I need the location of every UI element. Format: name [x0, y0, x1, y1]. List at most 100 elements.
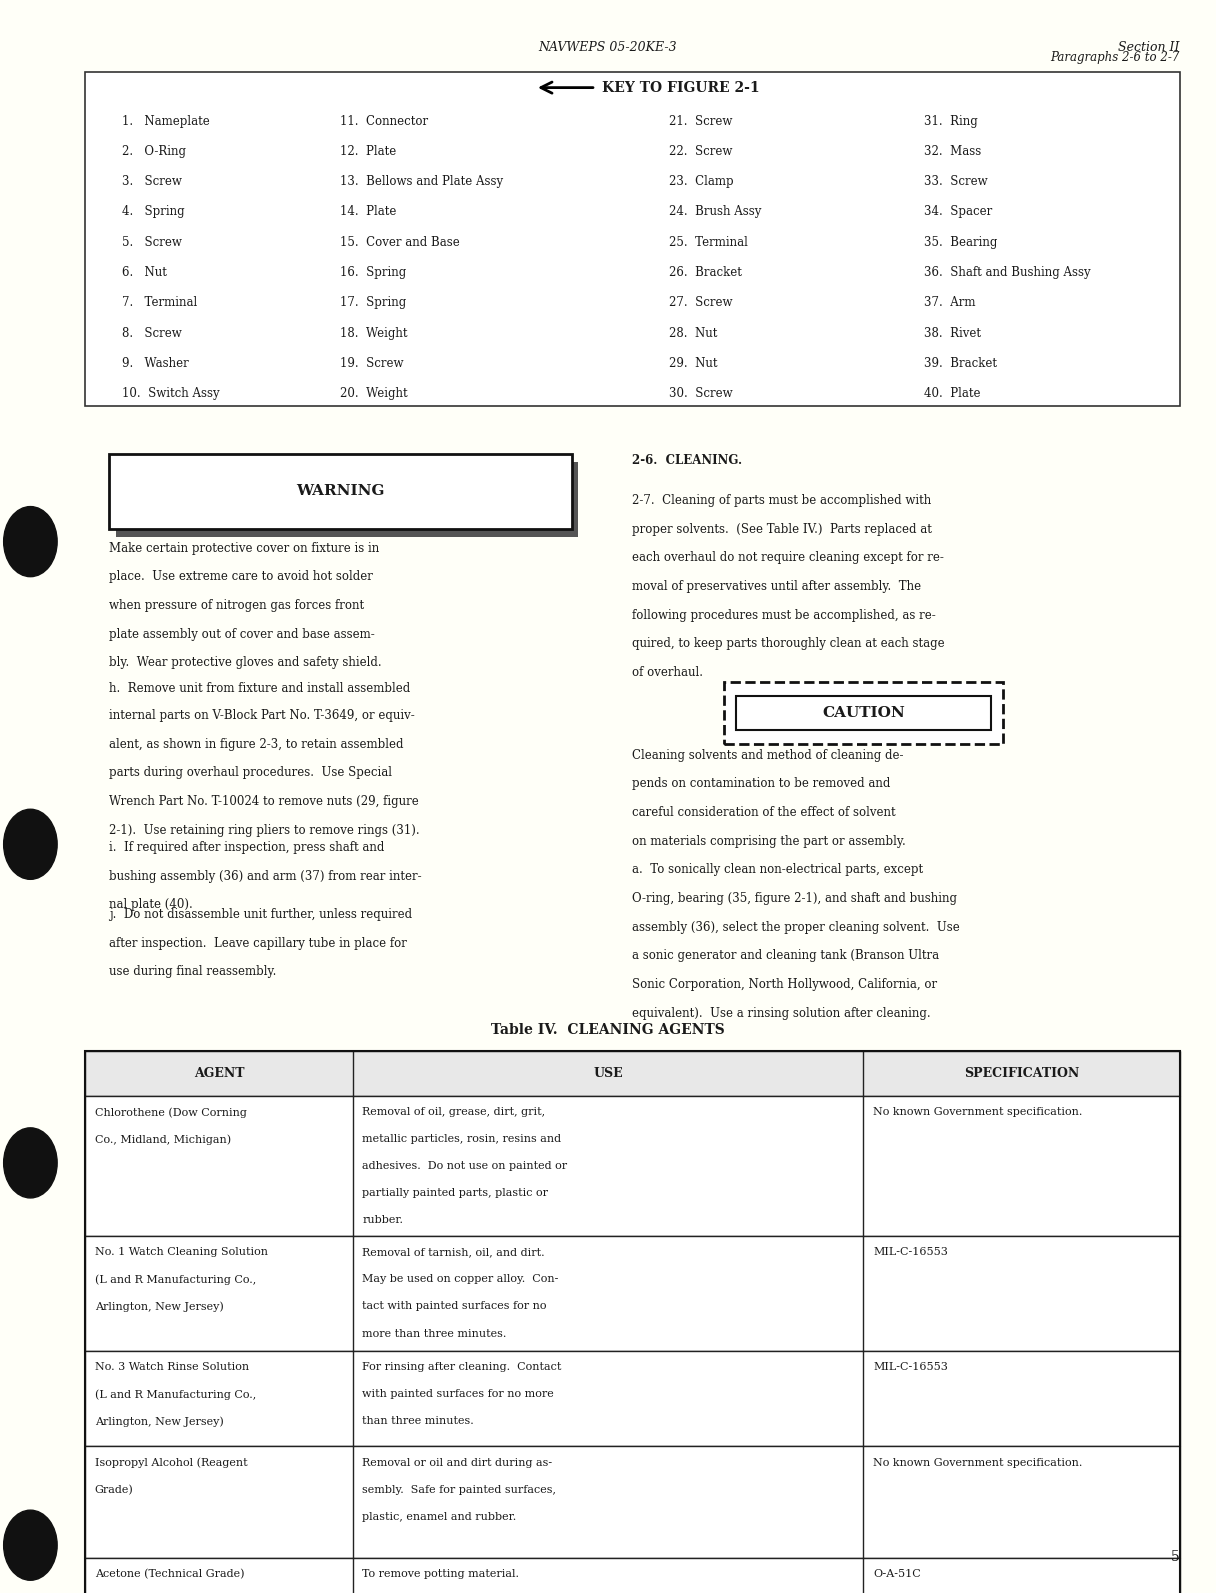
Text: 33.  Screw: 33. Screw — [924, 175, 987, 188]
Circle shape — [4, 809, 57, 879]
Text: Section II: Section II — [1118, 41, 1180, 54]
Text: 7.   Terminal: 7. Terminal — [122, 296, 197, 309]
Text: 13.  Bellows and Plate Assy: 13. Bellows and Plate Assy — [340, 175, 503, 188]
Text: 15.  Cover and Base: 15. Cover and Base — [340, 236, 460, 249]
FancyBboxPatch shape — [85, 1558, 1180, 1593]
Text: 2-1).  Use retaining ring pliers to remove rings (31).: 2-1). Use retaining ring pliers to remov… — [109, 824, 420, 836]
Text: use during final reassembly.: use during final reassembly. — [109, 965, 277, 978]
Text: sembly.  Safe for painted surfaces,: sembly. Safe for painted surfaces, — [362, 1485, 557, 1494]
FancyBboxPatch shape — [85, 1096, 1180, 1236]
Text: SPECIFICATION: SPECIFICATION — [964, 1067, 1079, 1080]
Text: O-A-51C: O-A-51C — [873, 1569, 921, 1579]
Text: on materials comprising the part or assembly.: on materials comprising the part or asse… — [632, 835, 906, 847]
Text: 9.   Washer: 9. Washer — [122, 357, 188, 370]
Text: after inspection.  Leave capillary tube in place for: after inspection. Leave capillary tube i… — [109, 937, 407, 949]
Text: 18.  Weight: 18. Weight — [340, 327, 409, 339]
FancyBboxPatch shape — [724, 682, 1003, 744]
Text: 39.  Bracket: 39. Bracket — [924, 357, 997, 370]
Text: 1.   Nameplate: 1. Nameplate — [122, 115, 209, 127]
Text: 22.  Screw: 22. Screw — [669, 145, 732, 158]
Text: KEY TO FIGURE 2-1: KEY TO FIGURE 2-1 — [602, 81, 760, 94]
Text: 2-7.  Cleaning of parts must be accomplished with: 2-7. Cleaning of parts must be accomplis… — [632, 494, 931, 507]
Text: 24.  Brush Assy: 24. Brush Assy — [669, 205, 761, 218]
Text: bushing assembly (36) and arm (37) from rear inter-: bushing assembly (36) and arm (37) from … — [109, 870, 422, 883]
Text: MIL-C-16553: MIL-C-16553 — [873, 1362, 948, 1372]
Text: Arlington, New Jersey): Arlington, New Jersey) — [95, 1416, 224, 1427]
Text: h.  Remove unit from fixture and install assembled: h. Remove unit from fixture and install … — [109, 682, 411, 695]
Text: 6.   Nut: 6. Nut — [122, 266, 167, 279]
Text: parts during overhaul procedures.  Use Special: parts during overhaul procedures. Use Sp… — [109, 766, 393, 779]
Text: 5.   Screw: 5. Screw — [122, 236, 181, 249]
Text: CAUTION: CAUTION — [822, 706, 905, 720]
Text: 34.  Spacer: 34. Spacer — [924, 205, 992, 218]
Circle shape — [4, 1510, 57, 1580]
FancyBboxPatch shape — [85, 1446, 1180, 1558]
Text: internal parts on V-Block Part No. T-3649, or equiv-: internal parts on V-Block Part No. T-364… — [109, 709, 415, 722]
Text: (L and R Manufacturing Co.,: (L and R Manufacturing Co., — [95, 1274, 257, 1286]
Text: 25.  Terminal: 25. Terminal — [669, 236, 748, 249]
Text: 4.   Spring: 4. Spring — [122, 205, 185, 218]
Text: 31.  Ring: 31. Ring — [924, 115, 978, 127]
Text: Removal of oil, grease, dirt, grit,: Removal of oil, grease, dirt, grit, — [362, 1107, 546, 1117]
Text: To remove potting material.: To remove potting material. — [362, 1569, 519, 1579]
Text: 23.  Clamp: 23. Clamp — [669, 175, 733, 188]
Text: careful consideration of the effect of solvent: careful consideration of the effect of s… — [632, 806, 896, 819]
Text: For rinsing after cleaning.  Contact: For rinsing after cleaning. Contact — [362, 1362, 562, 1372]
Text: Co., Midland, Michigan): Co., Midland, Michigan) — [95, 1134, 231, 1145]
Text: 21.  Screw: 21. Screw — [669, 115, 732, 127]
FancyBboxPatch shape — [85, 72, 1180, 406]
Text: a sonic generator and cleaning tank (Branson Ultra: a sonic generator and cleaning tank (Bra… — [632, 949, 940, 962]
Text: Table IV.  CLEANING AGENTS: Table IV. CLEANING AGENTS — [491, 1023, 725, 1037]
FancyBboxPatch shape — [85, 1236, 1180, 1351]
Text: 10.  Switch Assy: 10. Switch Assy — [122, 387, 219, 400]
FancyBboxPatch shape — [116, 462, 578, 537]
Text: place.  Use extreme care to avoid hot solder: place. Use extreme care to avoid hot sol… — [109, 570, 373, 583]
Text: 37.  Arm: 37. Arm — [924, 296, 975, 309]
Text: more than three minutes.: more than three minutes. — [362, 1329, 507, 1338]
Text: proper solvents.  (See Table IV.)  Parts replaced at: proper solvents. (See Table IV.) Parts r… — [632, 523, 933, 535]
Text: partially painted parts, plastic or: partially painted parts, plastic or — [362, 1188, 548, 1198]
Text: Removal or oil and dirt during as-: Removal or oil and dirt during as- — [362, 1458, 552, 1467]
FancyBboxPatch shape — [85, 1051, 1180, 1096]
Text: bly.  Wear protective gloves and safety shield.: bly. Wear protective gloves and safety s… — [109, 656, 382, 669]
Text: alent, as shown in figure 2-3, to retain assembled: alent, as shown in figure 2-3, to retain… — [109, 738, 404, 750]
Text: Arlington, New Jersey): Arlington, New Jersey) — [95, 1301, 224, 1313]
Text: (L and R Manufacturing Co.,: (L and R Manufacturing Co., — [95, 1389, 257, 1400]
Text: WARNING: WARNING — [297, 484, 384, 499]
Text: Grade): Grade) — [95, 1485, 134, 1494]
FancyBboxPatch shape — [109, 454, 572, 529]
Text: tact with painted surfaces for no: tact with painted surfaces for no — [362, 1301, 547, 1311]
Text: No known Government specification.: No known Government specification. — [873, 1458, 1082, 1467]
Text: 3.   Screw: 3. Screw — [122, 175, 181, 188]
Text: No. 1 Watch Cleaning Solution: No. 1 Watch Cleaning Solution — [95, 1247, 268, 1257]
Text: following procedures must be accomplished, as re-: following procedures must be accomplishe… — [632, 609, 936, 621]
Text: 12.  Plate: 12. Plate — [340, 145, 396, 158]
Text: plate assembly out of cover and base assem-: plate assembly out of cover and base ass… — [109, 628, 376, 640]
Text: 27.  Screw: 27. Screw — [669, 296, 732, 309]
Text: plastic, enamel and rubber.: plastic, enamel and rubber. — [362, 1512, 517, 1521]
Text: a.  To sonically clean non-electrical parts, except: a. To sonically clean non-electrical par… — [632, 863, 923, 876]
Text: 19.  Screw: 19. Screw — [340, 357, 404, 370]
Text: assembly (36), select the proper cleaning solvent.  Use: assembly (36), select the proper cleanin… — [632, 921, 961, 933]
Circle shape — [4, 1128, 57, 1198]
Text: 30.  Screw: 30. Screw — [669, 387, 732, 400]
Text: NAVWEPS 05-20KE-3: NAVWEPS 05-20KE-3 — [539, 41, 677, 54]
Text: 2.   O-Ring: 2. O-Ring — [122, 145, 186, 158]
Text: 14.  Plate: 14. Plate — [340, 205, 396, 218]
Text: Cleaning solvents and method of cleaning de-: Cleaning solvents and method of cleaning… — [632, 749, 903, 761]
Text: i.  If required after inspection, press shaft and: i. If required after inspection, press s… — [109, 841, 384, 854]
Text: USE: USE — [593, 1067, 623, 1080]
Text: Sonic Corporation, North Hollywood, California, or: Sonic Corporation, North Hollywood, Cali… — [632, 978, 938, 991]
Text: quired, to keep parts thoroughly clean at each stage: quired, to keep parts thoroughly clean a… — [632, 637, 945, 650]
Text: adhesives.  Do not use on painted or: adhesives. Do not use on painted or — [362, 1161, 568, 1171]
Text: 35.  Bearing: 35. Bearing — [924, 236, 997, 249]
Text: of overhaul.: of overhaul. — [632, 666, 703, 679]
Text: 8.   Screw: 8. Screw — [122, 327, 181, 339]
Text: each overhaul do not require cleaning except for re-: each overhaul do not require cleaning ex… — [632, 551, 944, 564]
Text: 11.  Connector: 11. Connector — [340, 115, 428, 127]
Text: 36.  Shaft and Bushing Assy: 36. Shaft and Bushing Assy — [924, 266, 1091, 279]
Text: No known Government specification.: No known Government specification. — [873, 1107, 1082, 1117]
Text: Make certain protective cover on fixture is in: Make certain protective cover on fixture… — [109, 542, 379, 554]
Text: Wrench Part No. T-10024 to remove nuts (29, figure: Wrench Part No. T-10024 to remove nuts (… — [109, 795, 420, 808]
Circle shape — [4, 507, 57, 577]
